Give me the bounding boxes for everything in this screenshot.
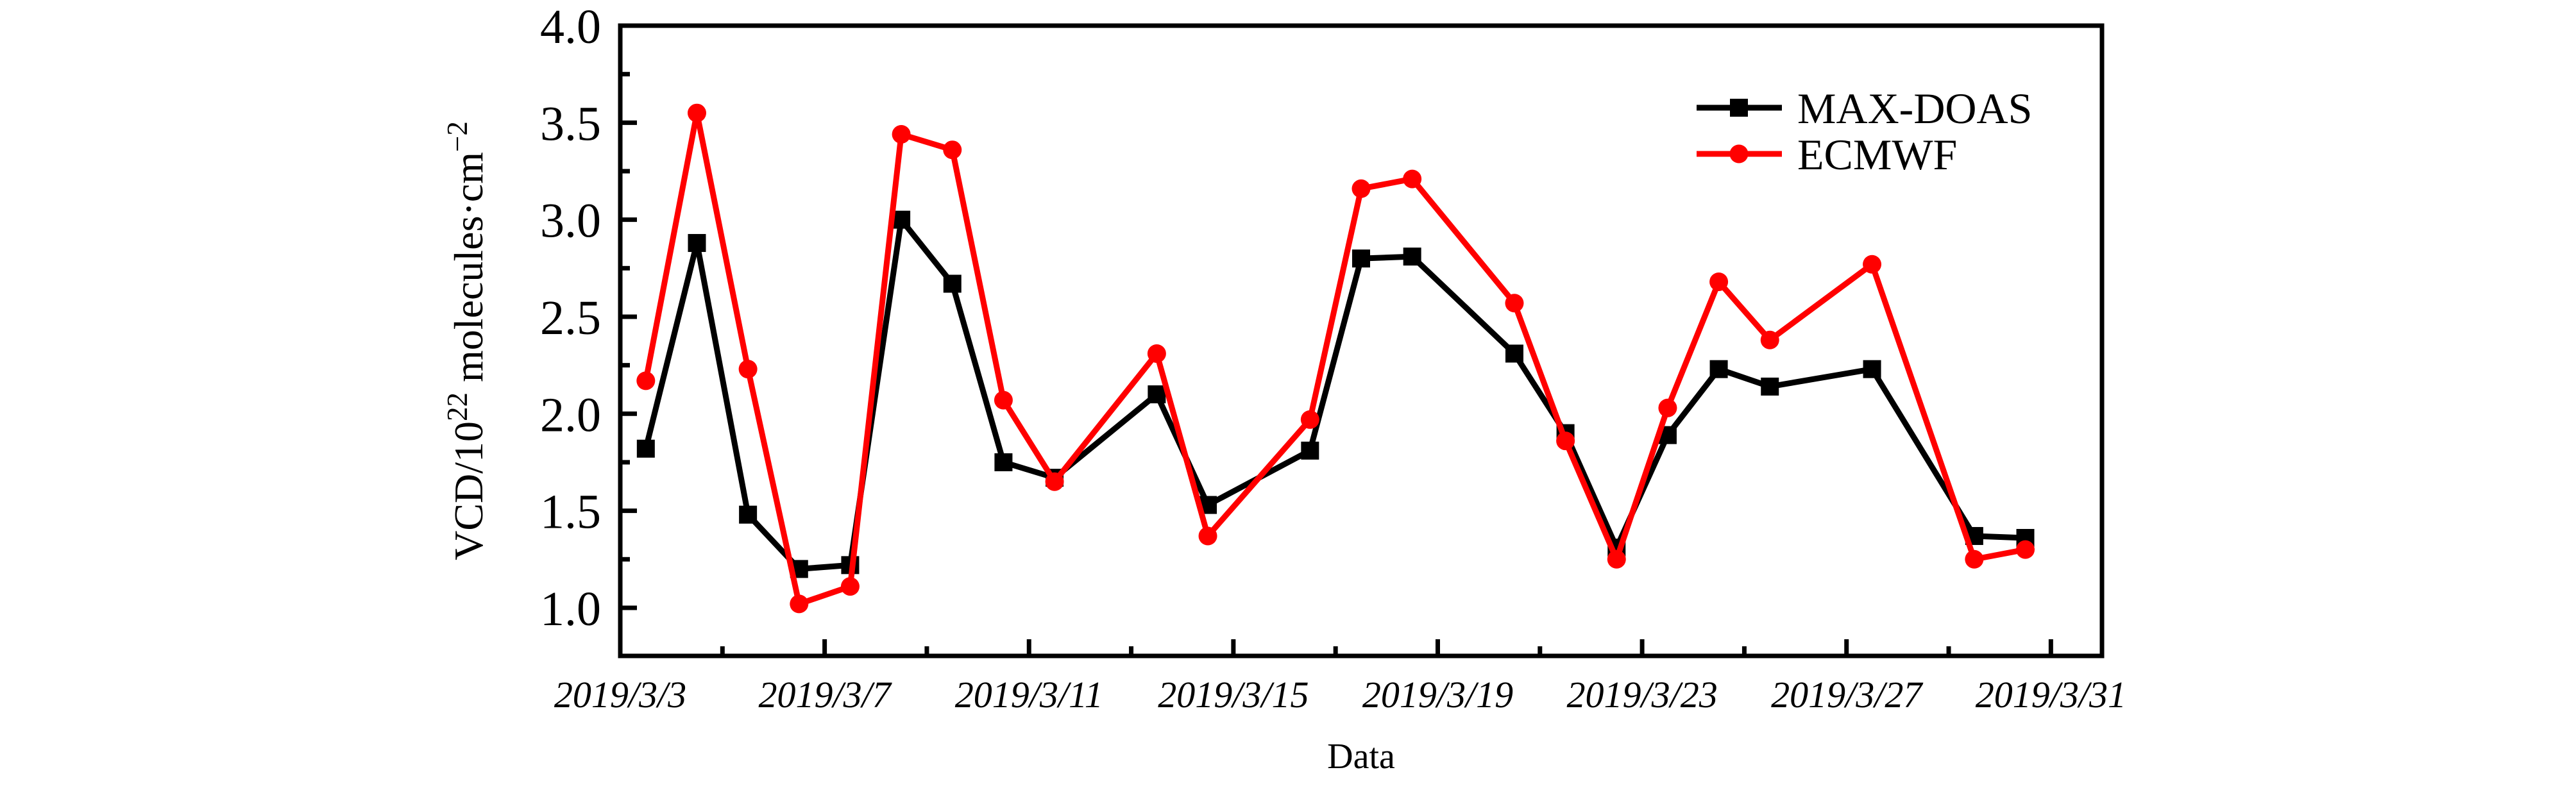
legend-label: ECMWF [1797, 130, 1957, 179]
x-axis-label: Data [1327, 737, 1395, 776]
y-axis-tick-label: 1.5 [540, 485, 601, 539]
ecmwf-marker [1607, 549, 1626, 569]
ecmwf-marker [1658, 398, 1677, 417]
max-doas-marker [688, 233, 706, 252]
ecmwf-marker [1863, 255, 1882, 274]
series-max-doas [636, 210, 2035, 578]
max-doas-marker [943, 274, 962, 293]
ecmwf-marker [1965, 549, 1984, 569]
x-axis-tick-label: 2019/3/23 [1566, 674, 1717, 716]
ecmwf-marker [1403, 169, 1422, 189]
legend-square-marker-icon [1730, 99, 1748, 117]
ecmwf-marker [943, 140, 962, 160]
ecmwf-marker [1709, 272, 1729, 291]
max-doas-marker [1505, 344, 1523, 363]
y-axis-label-superscript: 22 [441, 392, 473, 421]
max-doas-marker [1148, 385, 1166, 404]
max-doas-marker [1301, 441, 1319, 460]
max-doas-marker [1863, 360, 1881, 378]
x-axis-tick-label: 2019/3/19 [1362, 674, 1513, 716]
ecmwf-marker [1045, 472, 1064, 491]
ecmwf-marker [1760, 330, 1779, 349]
series-ecmwf [636, 103, 2035, 614]
axis-ticks [618, 23, 2053, 656]
y-axis-label-part: VCD/10 [446, 421, 491, 560]
y-axis-tick-label: 1.0 [540, 582, 601, 636]
legend-label: MAX-DOAS [1797, 84, 2032, 133]
y-axis-label: VCD/1022 molecules·cm−2 [441, 121, 491, 560]
ecmwf-marker [1556, 432, 1575, 451]
max-doas-marker [636, 439, 655, 458]
ecmwf-marker [1147, 344, 1166, 363]
x-axis-tick-label: 2019/3/7 [759, 674, 892, 716]
y-axis-tick-label: 2.0 [540, 388, 601, 442]
max-doas-marker [1709, 360, 1728, 378]
y-axis-tick-label: 2.5 [540, 291, 601, 345]
max-doas-marker [1403, 247, 1421, 266]
y-axis-label-superscript: −2 [441, 121, 473, 152]
plot-frame [618, 23, 2105, 658]
max-doas-marker [1761, 377, 1779, 396]
ecmwf-marker [840, 577, 860, 596]
max-doas-marker [1352, 249, 1370, 268]
ecmwf-marker [2016, 540, 2035, 559]
ecmwf-marker [1300, 410, 1319, 429]
ecmwf-marker [636, 371, 656, 390]
max-doas-marker [739, 505, 758, 524]
y-axis-tick-label: 3.0 [540, 194, 601, 248]
x-axis-tick-label: 2019/3/15 [1158, 674, 1309, 716]
ecmwf-marker [892, 124, 911, 144]
max-doas-marker [994, 453, 1013, 471]
ecmwf-marker [687, 103, 706, 122]
x-axis-tick-label: 2019/3/3 [554, 674, 686, 716]
ecmwf-marker [738, 360, 758, 379]
x-axis-tick-label: 2019/3/11 [955, 674, 1103, 716]
max-doas-marker [892, 210, 911, 229]
y-axis-label-part: molecules·cm [446, 152, 491, 392]
y-axis-tick-label: 4.0 [540, 0, 601, 54]
x-axis-tick-label: 2019/3/31 [1976, 674, 2126, 716]
legend-circle-marker-icon [1729, 144, 1749, 163]
ecmwf-marker [1352, 179, 1371, 198]
ecmwf-marker [790, 594, 809, 614]
y-axis-tick-label: 3.5 [540, 97, 601, 151]
ecmwf-marker [1505, 294, 1524, 313]
ecmwf-marker [994, 390, 1013, 410]
x-axis-tick-label: 2019/3/27 [1771, 674, 1923, 716]
ecmwf-marker [1198, 526, 1217, 546]
